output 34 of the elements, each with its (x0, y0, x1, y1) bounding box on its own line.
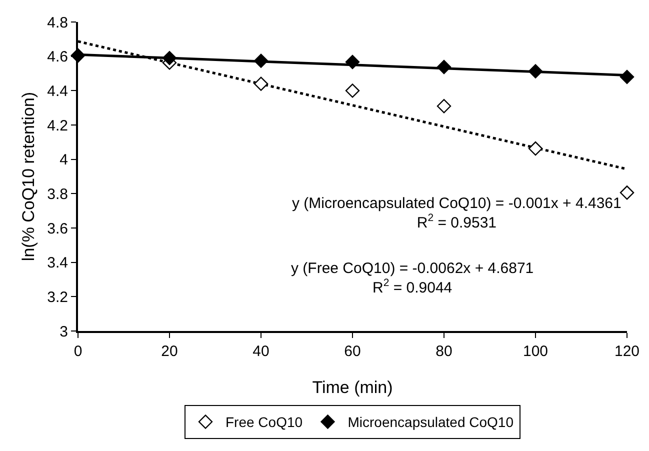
y-tick-label: 3 (60, 323, 68, 340)
x-axis-title: Time (min) (312, 378, 393, 397)
point (162, 50, 177, 66)
point (528, 141, 543, 156)
x-tick-label: 100 (522, 343, 548, 360)
y-tick-label: 3.4 (47, 254, 68, 272)
annotation: y (Free CoQ10) = -0.0062x + 4.6871 R$^{2}$ = 0.9044 (291, 260, 534, 296)
point (345, 54, 360, 70)
annotation: y (Microencapsulated CoQ10) = -0.001x + 4.4361 R$^{2}$ = 0.9531 (292, 195, 622, 232)
y-tick-label: 3.2 (47, 288, 68, 306)
legend-label: Free CoQ10 (226, 414, 303, 430)
x-tick-label: 40 (252, 343, 270, 360)
point (620, 186, 634, 200)
point (528, 64, 543, 78)
point (436, 99, 452, 114)
y-tick-label: 4 (60, 152, 68, 169)
y-tick-label: 4.2 (47, 117, 68, 134)
x-tick-label: 80 (436, 343, 452, 360)
y-tick-label: 3.6 (47, 220, 68, 238)
point (345, 84, 360, 98)
y-tick-label: 4.4 (47, 82, 68, 100)
legend-label: Microencapsulated CoQ10 (348, 414, 514, 430)
x-tick-label: 120 (614, 343, 640, 360)
y-tick-label: 4.8 (47, 14, 68, 32)
y-tick-label: 3.8 (47, 186, 68, 203)
y-axis-title: ln(% CoQ10 retention) (19, 92, 38, 262)
y-tick-label: 4.6 (47, 48, 68, 66)
x-tick-label: 0 (74, 343, 82, 360)
point (254, 54, 268, 68)
x-tick-label: 60 (344, 343, 361, 360)
point (254, 76, 268, 91)
x-tick-label: 20 (161, 343, 178, 360)
point (620, 70, 634, 84)
point (436, 60, 452, 74)
